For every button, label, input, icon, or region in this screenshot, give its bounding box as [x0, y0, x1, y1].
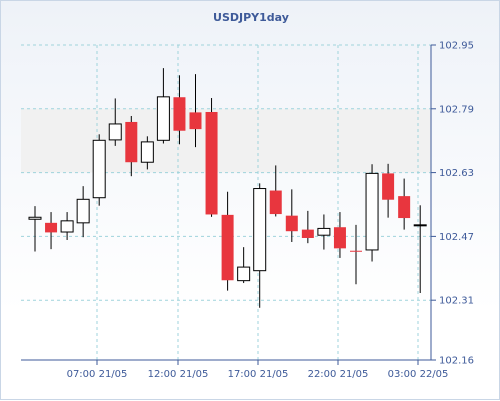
candle-body-bullish — [317, 227, 331, 236]
candle-body-bearish — [173, 97, 186, 131]
candlestick — [76, 186, 90, 238]
candlestick — [221, 191, 234, 291]
candlestick — [269, 165, 282, 217]
candle-body-bullish — [28, 216, 42, 220]
candle-body-bullish — [156, 96, 170, 141]
plot-band — [21, 108, 431, 173]
candlestick — [205, 98, 218, 217]
candle-body-bullish — [60, 220, 74, 233]
chart-title: USDJPY1day — [213, 11, 289, 24]
candle-body-bearish — [125, 121, 138, 163]
candle-body-bullish — [108, 123, 122, 141]
candlestick — [45, 212, 58, 250]
candlestick — [140, 136, 154, 170]
axis-layer: 102.95 102.79 102.63 102.47 102.31 102.16 07:0… — [21, 41, 474, 380]
candle-body-bullish — [413, 224, 427, 227]
y-tick-label: 102.79 — [439, 104, 474, 115]
y-tick-label: 102.31 — [439, 296, 474, 307]
candle-body-bearish — [350, 250, 362, 252]
candlestick — [301, 210, 314, 244]
y-tick-label: 102.63 — [439, 168, 474, 179]
candle-body-bullish — [253, 188, 267, 272]
candle-body-bearish — [45, 222, 58, 233]
candlestick — [92, 134, 106, 206]
candle-body-bearish — [301, 229, 314, 238]
candlestick — [365, 164, 379, 262]
candlestick — [189, 74, 202, 148]
candlestick — [317, 214, 331, 250]
x-tick-label: 03:00 22/05 — [388, 369, 449, 380]
candle-body-bullish — [92, 139, 106, 199]
candle-body-bearish — [285, 215, 298, 232]
candlestick — [285, 189, 298, 242]
candlestick — [237, 247, 251, 284]
y-tick-label: 102.47 — [439, 232, 474, 243]
candle-body-bullish — [140, 141, 154, 163]
x-tick-label: 17:00 21/05 — [228, 369, 289, 380]
x-tick-label: 12:00 21/05 — [148, 369, 209, 380]
candlestick — [125, 115, 138, 177]
y-tick-label: 102.95 — [439, 41, 474, 52]
candlestick — [253, 183, 267, 308]
candle-body-bearish — [333, 227, 346, 249]
candlestick — [398, 178, 411, 230]
candlestick — [333, 212, 346, 258]
candle-body-bullish — [237, 266, 251, 282]
candle-layer — [28, 68, 427, 308]
candlestick — [382, 163, 395, 218]
x-tick-label: 22:00 21/05 — [308, 369, 369, 380]
y-tick-label: 102.16 — [439, 356, 474, 367]
candle-body-bearish — [398, 196, 411, 219]
candle-body-bearish — [382, 173, 395, 200]
candle-body-bearish — [269, 190, 282, 215]
candlestick — [60, 212, 74, 240]
x-tick-label: 07:00 21/05 — [67, 369, 128, 380]
candle-body-bearish — [221, 214, 234, 281]
candlestick — [350, 224, 362, 285]
candlestick — [156, 68, 170, 144]
candle-body-bearish — [205, 111, 218, 215]
candlestick — [173, 75, 186, 145]
candle-body-bullish — [365, 172, 379, 251]
candlestick — [413, 205, 427, 294]
candle-body-bearish — [189, 112, 202, 130]
candlestick — [28, 206, 42, 252]
candle-body-bullish — [76, 198, 90, 224]
candlestick — [108, 98, 122, 146]
